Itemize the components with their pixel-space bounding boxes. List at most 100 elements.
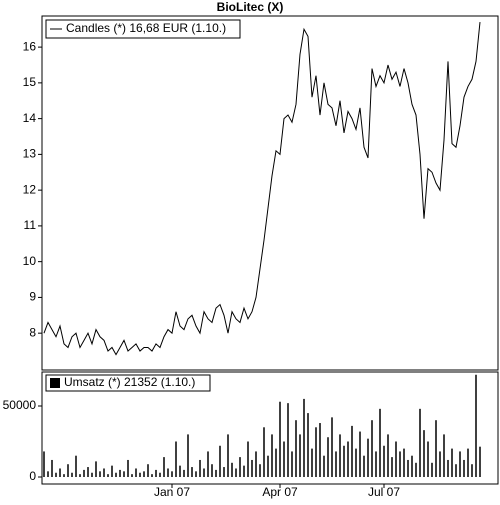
volume-bar: [355, 448, 357, 477]
volume-bar: [43, 451, 45, 477]
volume-bar: [183, 469, 185, 477]
volume-bar: [75, 455, 77, 477]
volume-bar: [359, 431, 361, 477]
volume-bar: [463, 459, 465, 477]
volume-bar: [187, 434, 189, 477]
volume-bar: [287, 403, 289, 477]
volume-bar: [99, 471, 101, 477]
x-tick-label: Apr 07: [262, 485, 298, 499]
volume-bar: [415, 462, 417, 477]
volume-bar: [243, 465, 245, 477]
volume-bar: [135, 468, 137, 477]
volume-bar: [143, 471, 145, 477]
volume-bar: [283, 441, 285, 477]
volume-bar: [367, 438, 369, 477]
volume-bar: [327, 437, 329, 477]
volume-bar: [179, 465, 181, 477]
y-tick-label: 50000: [3, 398, 37, 412]
volume-bar: [435, 420, 437, 477]
volume-bar: [423, 430, 425, 477]
volume-bar: [291, 451, 293, 477]
volume-bar: [103, 468, 105, 477]
volume-bar: [339, 434, 341, 477]
volume-bar: [387, 434, 389, 477]
volume-bar: [67, 464, 69, 477]
volume-bar: [479, 446, 481, 477]
legend-box: [45, 19, 241, 39]
volume-bar: [59, 468, 61, 477]
volume-bar: [139, 472, 141, 477]
volume-bar: [171, 471, 173, 477]
volume-bar: [375, 451, 377, 477]
volume-bar: [167, 468, 169, 477]
volume-bar: [107, 474, 109, 477]
volume-bar: [383, 445, 385, 477]
y-tick-label: 11: [24, 218, 37, 232]
volume-bar: [303, 398, 305, 477]
volume-bar: [219, 445, 221, 477]
legend-label: Umsatz (*) 21352 (1.10.): [64, 375, 195, 389]
volume-bar: [79, 474, 81, 477]
volume-bar: [427, 441, 429, 477]
volume-bar: [151, 474, 153, 477]
volume-bar: [147, 464, 149, 477]
chart-title: BioLitec (X): [217, 0, 284, 14]
volume-bar: [311, 448, 313, 477]
volume-bar: [275, 448, 277, 477]
volume-bar: [407, 459, 409, 477]
volume-bar: [299, 434, 301, 477]
volume-bar: [475, 374, 477, 477]
volume-bar: [175, 441, 177, 477]
volume-bar: [199, 459, 201, 477]
volume-bar: [251, 459, 253, 477]
volume-bar: [315, 427, 317, 477]
volume-bar: [331, 417, 333, 477]
volume-bar: [347, 441, 349, 477]
y-tick-label: 15: [23, 75, 37, 89]
volume-bar: [191, 467, 193, 477]
volume-bar: [255, 451, 257, 477]
volume-panel: [41, 371, 499, 485]
volume-bar: [379, 408, 381, 477]
volume-bar: [163, 457, 165, 477]
volume-bar: [155, 469, 157, 477]
volume-bar: [51, 459, 53, 477]
volume-bar: [467, 448, 469, 477]
volume-bar: [127, 459, 129, 477]
legend-box: [45, 374, 211, 392]
volume-bar: [71, 472, 73, 477]
y-tick-label: 12: [23, 182, 37, 196]
volume-bar: [419, 408, 421, 477]
volume-bar: [111, 465, 113, 477]
volume-bar: [395, 441, 397, 477]
volume-bar: [371, 420, 373, 477]
volume-bar: [223, 467, 225, 477]
volume-bar: [195, 471, 197, 477]
volume-bar: [215, 469, 217, 477]
volume-bar: [55, 472, 57, 477]
volume-bar: [343, 445, 345, 477]
volume-bar: [431, 462, 433, 477]
price-line: [43, 22, 481, 356]
volume-bar: [335, 451, 337, 477]
volume-bar: [259, 464, 261, 477]
volume-bar: [411, 455, 413, 477]
y-tick-label: 0: [29, 469, 36, 483]
volume-bar: [267, 455, 269, 477]
volume-bar: [391, 457, 393, 477]
volume-bar: [247, 441, 249, 477]
volume-bar: [459, 451, 461, 477]
volume-bar: [227, 434, 229, 477]
volume-bar: [231, 462, 233, 477]
volume-bar: [451, 448, 453, 477]
volume-bar: [159, 472, 161, 477]
volume-bar: [307, 413, 309, 477]
volume-bar: [447, 459, 449, 477]
y-tick-label: 10: [23, 254, 37, 268]
legend-label: Candles (*) 16,68 EUR (1.10.): [66, 21, 226, 35]
volume-bar: [63, 474, 65, 477]
volume-bar: [455, 464, 457, 477]
volume-bar: [211, 464, 213, 477]
